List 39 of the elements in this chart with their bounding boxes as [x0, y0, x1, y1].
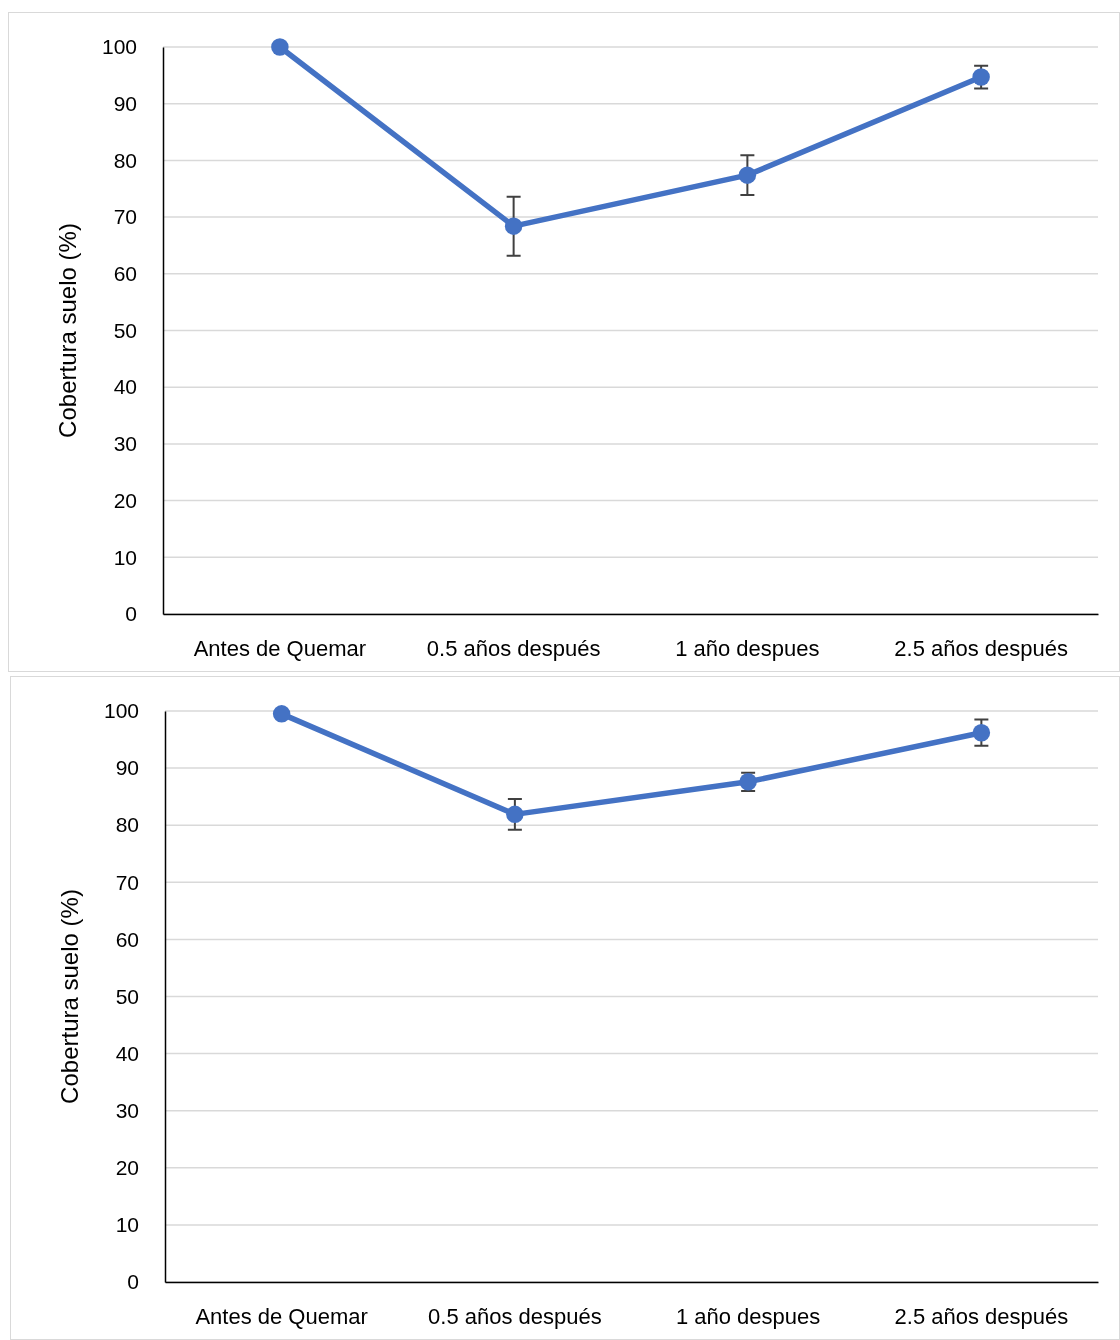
point: [972, 68, 990, 86]
point: [738, 166, 757, 184]
point: [504, 217, 523, 235]
x-tick-label: 0.5 años después: [426, 635, 601, 661]
point: [271, 38, 289, 56]
y-tick-label: 20: [115, 1156, 139, 1180]
x-tick-label: Antes de Quemar: [195, 1303, 368, 1329]
y-tick-label: 50: [113, 318, 137, 342]
y-tick-label: 100: [101, 35, 137, 59]
y-tick-label: 80: [115, 813, 139, 837]
y-tick-label: 100: [103, 699, 139, 723]
y-tick-label: 10: [115, 1213, 139, 1237]
y-tick-label: 90: [115, 756, 139, 780]
y-axis-title: Cobertura suelo (%): [54, 223, 81, 438]
x-tick-label: 2.5 años después: [894, 1303, 1069, 1329]
y-tick-label: 90: [113, 91, 137, 115]
y-tick-label: 80: [113, 148, 137, 172]
x-tick-label: 1 año despues: [675, 1303, 821, 1329]
x-tick-label: 2.5 años después: [894, 635, 1068, 661]
y-tick-label: 60: [113, 262, 137, 286]
point: [972, 723, 991, 742]
y-tick-label: 0: [127, 1270, 139, 1294]
x-tick-label: 1 año despues: [675, 635, 820, 661]
y-axis-title: Cobertura suelo (%): [56, 889, 83, 1104]
y-tick-label: 40: [113, 375, 137, 399]
y-tick-label: 30: [113, 432, 137, 456]
y-tick-label: 60: [115, 927, 139, 951]
point: [272, 705, 291, 723]
y-tick-label: 40: [115, 1041, 139, 1065]
y-tick-label: 0: [125, 602, 137, 626]
y-tick-label: 30: [115, 1098, 139, 1122]
y-tick-label: 20: [113, 488, 137, 512]
x-tick-label: Antes de Quemar: [193, 635, 367, 661]
y-tick-label: 50: [115, 984, 139, 1008]
point: [506, 805, 524, 824]
y-tick-label: 70: [113, 205, 137, 229]
y-tick-label: 70: [115, 870, 139, 894]
x-tick-label: 0.5 años después: [428, 1303, 602, 1329]
y-tick-label: 10: [113, 545, 137, 569]
